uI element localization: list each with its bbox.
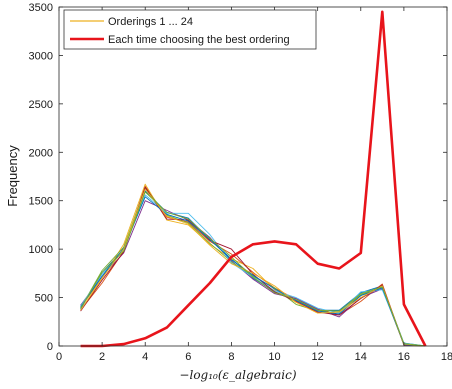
- y-tick-label: 2500: [29, 99, 53, 111]
- series-line-best-ordering: [80, 10, 427, 348]
- legend-box: [63, 9, 317, 50]
- x-tick-label: 18: [441, 351, 452, 363]
- y-axis-label: Frequency: [5, 145, 20, 207]
- x-tick-label: 6: [185, 351, 191, 363]
- legend-label-orderings: Orderings 1 ... 24: [108, 16, 193, 28]
- y-tick-label: 0: [47, 341, 53, 353]
- series-line-ordering-4: [80, 200, 426, 347]
- plot-area: [59, 7, 447, 346]
- x-tick-label: 0: [56, 351, 62, 363]
- x-tick-label: 14: [355, 351, 367, 363]
- y-tick-label: 500: [35, 293, 53, 305]
- series-line-ordering-10: [80, 191, 426, 347]
- x-tick-label: 10: [268, 351, 280, 363]
- y-tick-label: 2000: [29, 147, 53, 159]
- series-line-ordering-8: [80, 196, 426, 347]
- y-tick-label: 1500: [29, 196, 53, 208]
- x-tick-label: 2: [99, 351, 105, 363]
- legend: Orderings 1 ... 24 Each time choosing th…: [63, 9, 317, 50]
- x-tick-label: 8: [228, 351, 234, 363]
- y-tick-label: 3000: [29, 50, 53, 62]
- axes-frame: [58, 6, 448, 347]
- y-tick-label: 1000: [29, 244, 53, 256]
- legend-label-best: Each time choosing the best ordering: [108, 34, 290, 46]
- x-axis-label: −log₁₀(ε_algebraic): [179, 368, 296, 382]
- series-line-ordering-9: [80, 188, 426, 347]
- x-tick-label: 4: [142, 351, 148, 363]
- x-tick-label: 16: [398, 351, 410, 363]
- y-tick-label: 3500: [29, 2, 53, 14]
- x-tick-label: 12: [312, 351, 324, 363]
